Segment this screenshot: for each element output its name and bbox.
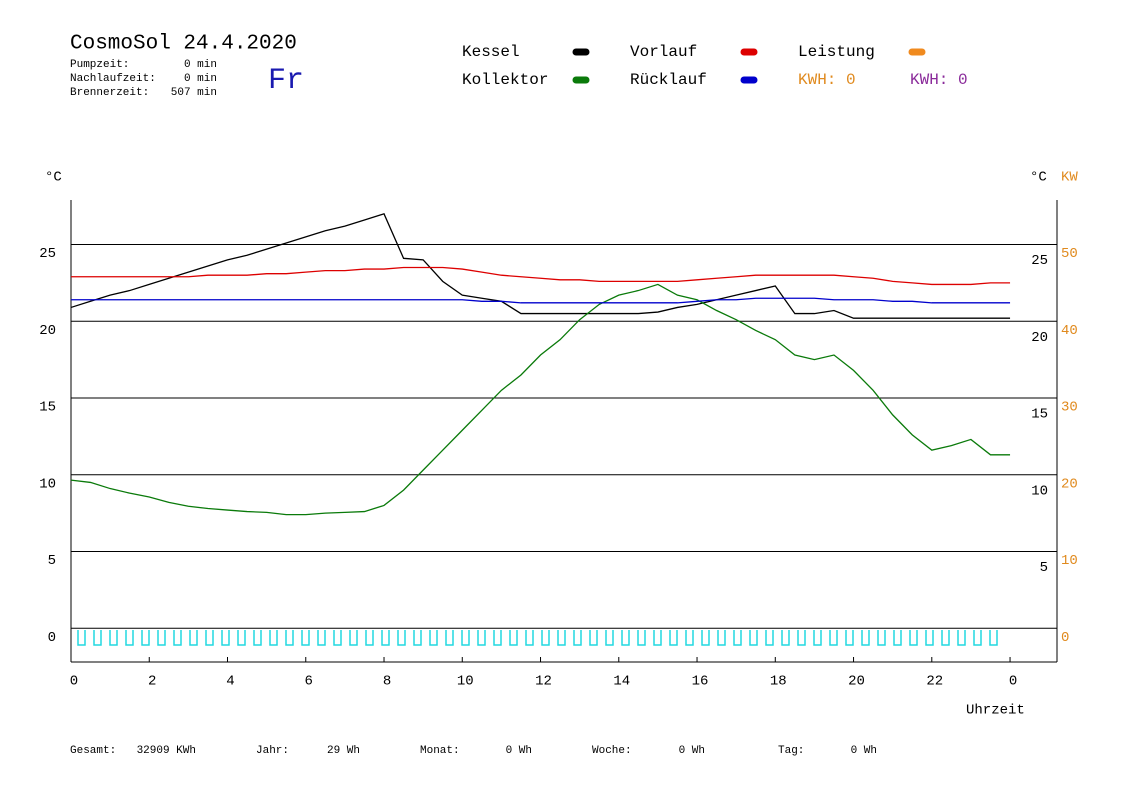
legend-label: Vorlauf	[630, 43, 697, 61]
y2c-tick-label: 25	[1031, 253, 1048, 269]
x-axis-label: Uhrzeit	[966, 703, 1025, 719]
y2c-tick-label: 5	[1040, 560, 1048, 576]
x-tick-label: 8	[383, 674, 391, 690]
x-tick-label: 0	[1009, 674, 1017, 690]
day: Fr	[268, 64, 304, 98]
y-tick-label: 10	[39, 476, 56, 492]
y2-tick-label: 10	[1061, 553, 1078, 569]
y2-tick-label: 0	[1061, 630, 1069, 646]
series-line	[71, 297, 1011, 304]
stat-label: Nachlaufzeit:	[70, 73, 156, 85]
series-line	[70, 283, 1011, 516]
stat-value: 0 min	[184, 73, 217, 85]
y2-tick-label: 30	[1061, 400, 1078, 416]
legend-label: Kollektor	[462, 71, 548, 89]
pump-signal	[77, 630, 998, 646]
x-tick-label: 20	[848, 674, 865, 690]
kwh-label: KWH: 0	[910, 71, 968, 89]
x-tick-label: 12	[535, 674, 552, 690]
y2-tick-label: 20	[1061, 476, 1078, 492]
x-tick-label: 10	[457, 674, 474, 690]
footer-label: Woche:	[592, 745, 632, 757]
y2c-tick-label: 20	[1031, 330, 1048, 346]
x-tick-label: 0	[70, 674, 78, 690]
footer-value: 0 Wh	[679, 745, 705, 757]
y2-tick-label: 40	[1061, 323, 1078, 339]
x-tick-label: 16	[692, 674, 709, 690]
series-line	[70, 213, 1011, 319]
footer-label: Tag:	[778, 745, 804, 757]
legend-label: Kessel	[462, 43, 520, 61]
y2c-tick-label: 15	[1031, 407, 1048, 423]
footer-label: Jahr:	[256, 745, 289, 757]
title: CosmoSol 24.4.2020	[70, 33, 297, 56]
footer-value: 0 Wh	[851, 745, 877, 757]
y2c-tick-label: 10	[1031, 483, 1048, 499]
footer-label: Gesamt:	[70, 745, 116, 757]
x-tick-label: 6	[305, 674, 313, 690]
stat-value: 0 min	[184, 59, 217, 71]
kwh-label: KWH: 0	[798, 71, 856, 89]
footer-value: 29 Wh	[327, 745, 360, 757]
y2-axis-label: KW	[1061, 170, 1078, 186]
y-axis-label: °C	[45, 170, 62, 186]
x-tick-label: 22	[926, 674, 943, 690]
y-tick-label: 5	[48, 553, 56, 569]
y-tick-label: 25	[39, 246, 56, 262]
y2-tick-label: 50	[1061, 246, 1078, 262]
x-tick-label: 4	[226, 674, 234, 690]
x-tick-label: 18	[770, 674, 787, 690]
stat-label: Brennerzeit:	[70, 87, 149, 99]
y-tick-label: 0	[48, 630, 56, 646]
y2-axis-label: °C	[1030, 170, 1047, 186]
y-tick-label: 15	[39, 400, 56, 416]
series-line	[71, 266, 1011, 286]
x-tick-label: 14	[613, 674, 630, 690]
footer-value: 32909 KWh	[137, 745, 196, 757]
legend-label: Leistung	[798, 43, 875, 61]
stat-label: Pumpzeit:	[70, 59, 129, 71]
y-tick-label: 20	[39, 323, 56, 339]
footer-label: Monat:	[420, 745, 460, 757]
x-tick-label: 2	[148, 674, 156, 690]
legend-label: Rücklauf	[630, 71, 707, 89]
stat-value: 507 min	[171, 87, 217, 99]
footer-value: 0 Wh	[506, 745, 532, 757]
